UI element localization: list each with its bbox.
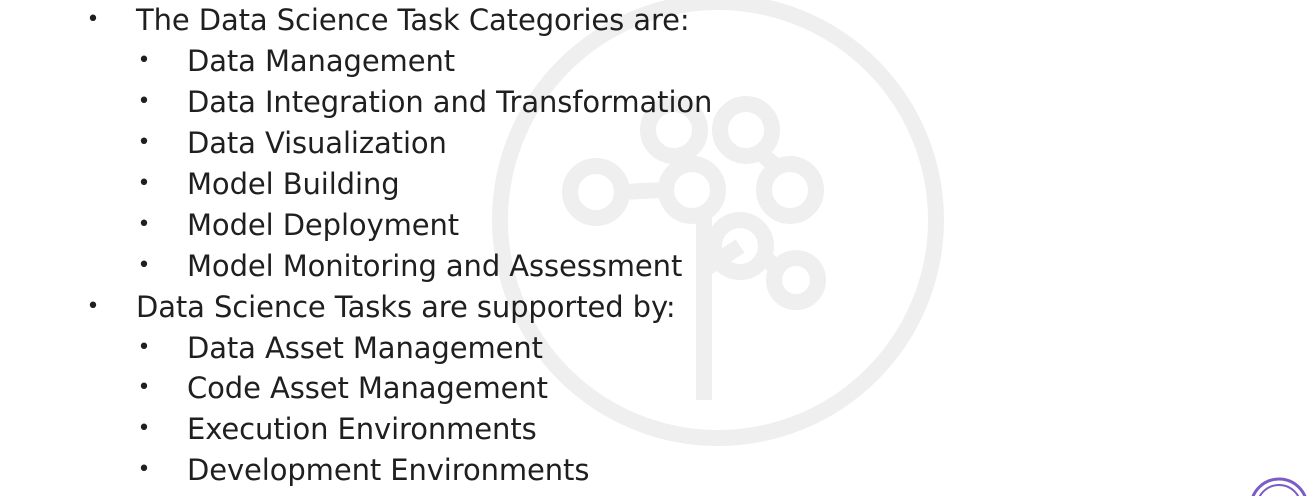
bullet-icon: • [137,335,151,360]
bullet-icon: • [86,294,100,319]
list-item-text: Data Asset Management [187,331,543,365]
list-item: • Data Asset Management [138,330,543,366]
bullet-icon: • [137,130,151,155]
list-item: • Data Integration and Transformation [138,84,713,120]
list-item-text: Development Environments [187,453,590,487]
tree-network-icon [492,0,944,446]
bullet-icon: • [137,171,151,196]
bullet-icon: • [137,89,151,114]
list-item: • Execution Environments [138,411,537,447]
list-item: • Model Deployment [138,207,460,243]
bullet-icon: • [137,375,151,400]
section-heading-task-categories: • The Data Science Task Categories are: [87,2,690,38]
list-item-text: Model Building [187,167,400,201]
list-item: • Data Visualization [138,125,447,161]
badge-circle-icon[interactable] [1248,476,1308,496]
bullet-icon: • [137,416,151,441]
bullet-icon: • [137,212,151,237]
list-item: • Data Management [138,43,456,79]
list-item-text: Data Visualization [187,126,447,160]
section-heading-supported-by: • Data Science Tasks are supported by: [87,289,676,325]
bullet-icon: • [137,457,151,482]
bullet-icon: • [86,7,100,32]
heading-text: The Data Science Task Categories are: [136,3,690,37]
list-item-text: Data Management [187,44,455,78]
bullet-icon: • [137,253,151,278]
list-item: • Model Building [138,166,400,202]
list-item-text: Execution Environments [187,412,537,446]
list-item: • Development Environments [138,452,590,488]
list-item-text: Code Asset Management [187,371,548,405]
heading-text: Data Science Tasks are supported by: [136,290,676,324]
bullet-icon: • [137,48,151,73]
list-item-text: Data Integration and Transformation [187,85,713,119]
list-item: • Model Monitoring and Assessment [138,248,683,284]
list-item-text: Model Deployment [187,208,460,242]
list-item: • Code Asset Management [138,370,548,406]
list-item-text: Model Monitoring and Assessment [187,249,683,283]
